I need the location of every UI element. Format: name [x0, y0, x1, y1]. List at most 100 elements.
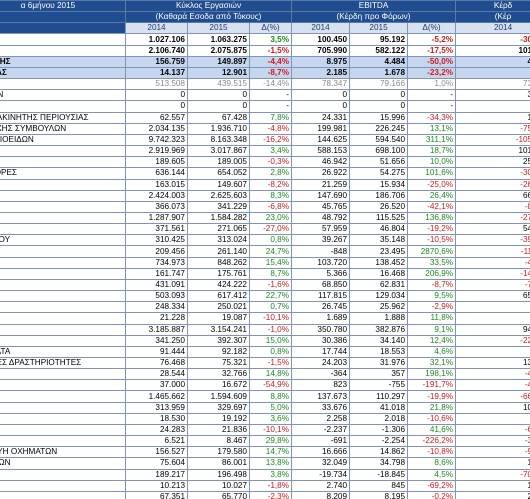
table-cell: 371.561 — [125, 223, 188, 236]
table-cell: -5,2% — [407, 33, 457, 46]
table-cell: 2.424.003 — [125, 189, 188, 202]
table-cell: -691 — [291, 435, 351, 448]
table-cell: 21,8% — [407, 401, 457, 414]
table-cell: 3.185.887 — [125, 323, 188, 336]
table-cell: 15,0% — [248, 334, 293, 347]
row-label — [0, 278, 126, 292]
table-row: 734.973848.26215,4%103.720138.45233,5%-4… — [0, 256, 530, 269]
table-cell: 3,6% — [248, 412, 293, 425]
table-cell: 26.922 — [291, 167, 351, 180]
table-cell: -4,4% — [248, 55, 293, 68]
table-cell: 34.140 — [349, 334, 409, 347]
table-cell: 51.656 — [349, 156, 409, 169]
table-cell: 101,6% — [407, 167, 457, 180]
table-cell: 48.792 — [291, 211, 351, 225]
row-label — [0, 211, 126, 225]
table-cell: 65.770 — [187, 490, 250, 499]
table-row: ΠΛΙΣΜΟΥ310.425313.0240,8%39.26735.148-10… — [0, 234, 530, 247]
table-cell: 62.831 — [349, 278, 409, 292]
table-cell: -30.968 — [455, 167, 530, 180]
row-label — [0, 301, 126, 314]
table-row: 161.747175.7618,7%5.36616.468206,9%-14.2… — [0, 267, 530, 280]
row-label: ΕΙΣ — [0, 390, 126, 403]
table-cell: 101.695 — [455, 44, 530, 57]
table-cell: 14,8% — [248, 368, 293, 381]
row-label: ΠΑΡΟΧΗΣ ΣΥΜΒΟΥΛΩΝ — [0, 122, 126, 135]
row-label: ΦΟΡΙΚΗΣ — [0, 55, 126, 68]
table-cell: 147.690 — [291, 189, 351, 202]
table-row: 366.073341.229-6,8%45.76526.520-42,1%-8.… — [0, 200, 530, 213]
table-cell: 439.515 — [187, 78, 250, 91]
row-label — [0, 323, 126, 336]
table-cell: 2870,6% — [407, 245, 457, 258]
row-label: ΤΡΕΛΑΙΟΕΙΔΩΝ — [0, 133, 126, 147]
table-cell: 16.672 — [187, 379, 250, 392]
table-cell: 8.209 — [291, 490, 351, 499]
header-row-subtitles: (Καθαρά Εσοδα από Τόκους) (Κέρδη προ Φόρ… — [0, 11, 530, 24]
table-row: 503.093617.41222,7%117.815129.0349,5%65.… — [0, 290, 530, 303]
table-cell: 0 — [349, 89, 409, 102]
table-cell: -2.254 — [349, 435, 409, 448]
table-cell: 513.508 — [125, 78, 188, 91]
table-cell: 0 — [349, 100, 409, 113]
table-cell: 15,4% — [248, 256, 293, 269]
group-header-revenue: Κύκλος Εργασιών — [124, 0, 293, 13]
table-cell: 18,7% — [407, 145, 457, 158]
table-row: ΦΟΡΙΚΗΣ156.759149.897-4,4%8.9754.484-50,… — [0, 55, 530, 68]
table-cell: -6.299 — [455, 423, 530, 437]
table-cell: 86.001 — [187, 457, 250, 470]
table-cell: 10.192 — [455, 401, 530, 414]
table-row: 513.508439.515-14,4%78.34779.1661,0%73.5… — [0, 78, 530, 91]
table-cell: -54,9% — [248, 379, 293, 392]
row-label — [0, 100, 126, 113]
table-cell: 2.919.969 — [125, 145, 188, 158]
table-cell: 636.144 — [125, 167, 188, 180]
table-row: ΑΛΥΜΑΤΑ91.44492.1820,8%17.74418.5534,6%-… — [0, 345, 530, 359]
table-cell: 54.163 — [455, 223, 530, 236]
row-label: ΛΙΣΕΩΝ — [0, 89, 126, 102]
row-label: ΠΛΙΣΜΟΥ — [0, 234, 126, 247]
table-cell: 341.229 — [187, 200, 250, 213]
table-cell: -14,4% — [248, 78, 293, 91]
table-cell: 32,1% — [407, 356, 457, 370]
table-cell: 705.990 — [291, 44, 351, 57]
table-cell: 19.192 — [187, 412, 250, 425]
table-cell: 2.201 — [455, 490, 530, 499]
table-cell: 76.468 — [125, 356, 188, 370]
table-cell: 110.297 — [349, 390, 409, 403]
table-cell: -17,5% — [407, 44, 457, 57]
table-cell: 95.192 — [349, 33, 409, 46]
table-cell: 357 — [349, 368, 409, 381]
table-cell: -1,6% — [248, 278, 293, 292]
table-cell: 479 — [455, 412, 530, 425]
table-cell: 137.673 — [291, 390, 351, 403]
table-cell: 21.259 — [291, 178, 351, 191]
table-cell: 2.018 — [349, 412, 409, 425]
table-cell: 25.137 — [455, 156, 530, 169]
table-cell: 0 — [187, 89, 250, 102]
table-cell: 1.560 — [455, 479, 530, 492]
table-cell: -19,9% — [407, 390, 457, 403]
table-cell: 9.742.323 — [125, 133, 188, 147]
table-row: ΠΙΣΚΕΥΗ ΟΧΗΜΑΤΩΝ156.527179.58014,7%16.66… — [0, 446, 530, 459]
table-cell: 18.553 — [349, 345, 409, 359]
table-cell: 0 — [455, 100, 530, 113]
row-label — [0, 479, 126, 492]
table-cell: 3,8% — [248, 468, 293, 481]
group-sub-profit: (Κέρ — [455, 11, 530, 24]
table-cell: 24.331 — [291, 111, 351, 124]
table-cell: 823 — [291, 379, 351, 392]
table-row: 163.015149.607-8,2%21.25915.934-25,0%-26… — [0, 178, 530, 191]
table-cell: 1.936.710 — [187, 122, 250, 135]
table-cell: -1,8% — [248, 479, 293, 492]
col-header: 2015 — [187, 22, 250, 35]
table-cell: 28.544 — [125, 368, 188, 381]
table-cell: -1.306 — [349, 423, 409, 437]
table-cell: 161.747 — [125, 267, 188, 280]
table-cell: 271.065 — [187, 223, 250, 236]
table-cell: 13,8% — [248, 457, 293, 470]
table-cell: -1,0% — [248, 323, 293, 336]
table-cell: -9.933 — [455, 446, 530, 459]
